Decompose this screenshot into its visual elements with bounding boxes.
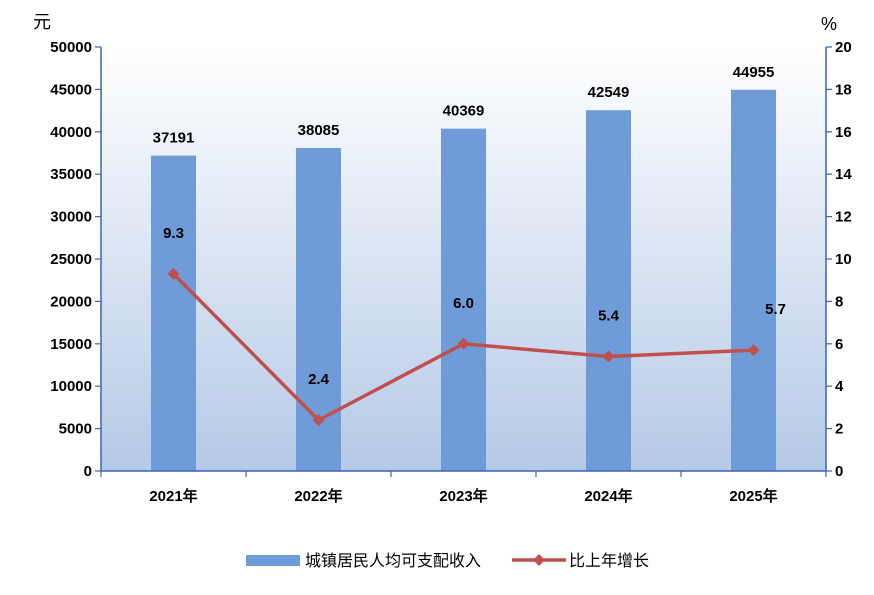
growth-marker-0 [167, 267, 180, 280]
bar-value-label-1: 38085 [298, 122, 340, 139]
right-tick-label-10: 20 [835, 39, 852, 56]
growth-value-label-3: 5.4 [598, 308, 620, 325]
right-tick-label-9: 18 [835, 81, 852, 98]
left-tick-label-5: 25000 [50, 251, 92, 268]
right-tick-label-4: 8 [835, 293, 843, 310]
legend-bar-label: 城镇居民人均可支配收入 [305, 552, 481, 570]
x-tick-label-3: 2024年 [584, 487, 632, 505]
growth-value-label-2: 6.0 [453, 295, 474, 312]
left-tick-label-6: 30000 [50, 209, 92, 226]
growth-value-label-0: 9.3 [163, 225, 184, 242]
growth-value-label-4: 5.7 [765, 301, 786, 318]
legend-line-marker [533, 554, 545, 566]
bar-4 [731, 89, 776, 471]
legend-bar-swatch [246, 555, 300, 566]
x-tick-label-0: 2021年 [149, 487, 197, 505]
left-axis-unit: 元 [33, 12, 51, 32]
right-tick-label-0: 0 [835, 463, 843, 480]
right-tick-label-2: 4 [835, 378, 844, 395]
right-tick-label-1: 2 [835, 421, 843, 438]
bar-0 [151, 155, 196, 472]
right-tick-label-6: 12 [835, 209, 852, 226]
x-tick-label-2: 2023年 [439, 487, 487, 505]
left-tick-label-0: 0 [84, 463, 92, 480]
legend-line-label: 比上年增长 [569, 552, 649, 570]
bar-3 [586, 110, 631, 471]
right-axis-unit: % [821, 14, 837, 34]
bar-value-label-3: 42549 [588, 84, 630, 101]
left-tick-label-10: 50000 [50, 39, 92, 56]
left-tick-label-3: 15000 [50, 336, 92, 353]
left-tick-label-2: 10000 [50, 378, 92, 395]
growth-marker-4 [747, 344, 760, 357]
growth-value-label-1: 2.4 [308, 371, 330, 388]
bar-value-label-2: 40369 [443, 103, 485, 120]
x-tick-label-1: 2022年 [294, 487, 342, 505]
left-tick-label-9: 45000 [50, 81, 92, 98]
bar-value-label-0: 37191 [153, 130, 195, 147]
bar-value-label-4: 44955 [733, 64, 775, 81]
growth-marker-2 [457, 337, 470, 350]
x-tick-label-4: 2025年 [729, 487, 777, 505]
right-tick-label-3: 6 [835, 336, 843, 353]
right-tick-label-5: 10 [835, 251, 852, 268]
left-tick-label-7: 35000 [50, 166, 92, 183]
left-tick-label-1: 5000 [59, 421, 92, 438]
left-tick-label-8: 40000 [50, 124, 92, 141]
left-tick-label-4: 20000 [50, 293, 92, 310]
right-tick-label-8: 16 [835, 124, 852, 141]
right-tick-label-7: 14 [835, 166, 852, 183]
bar-2 [441, 128, 486, 471]
growth-marker-1 [312, 414, 325, 427]
legend: 城镇居民人均可支配收入 比上年增长 [246, 552, 649, 570]
growth-marker-3 [602, 350, 615, 363]
